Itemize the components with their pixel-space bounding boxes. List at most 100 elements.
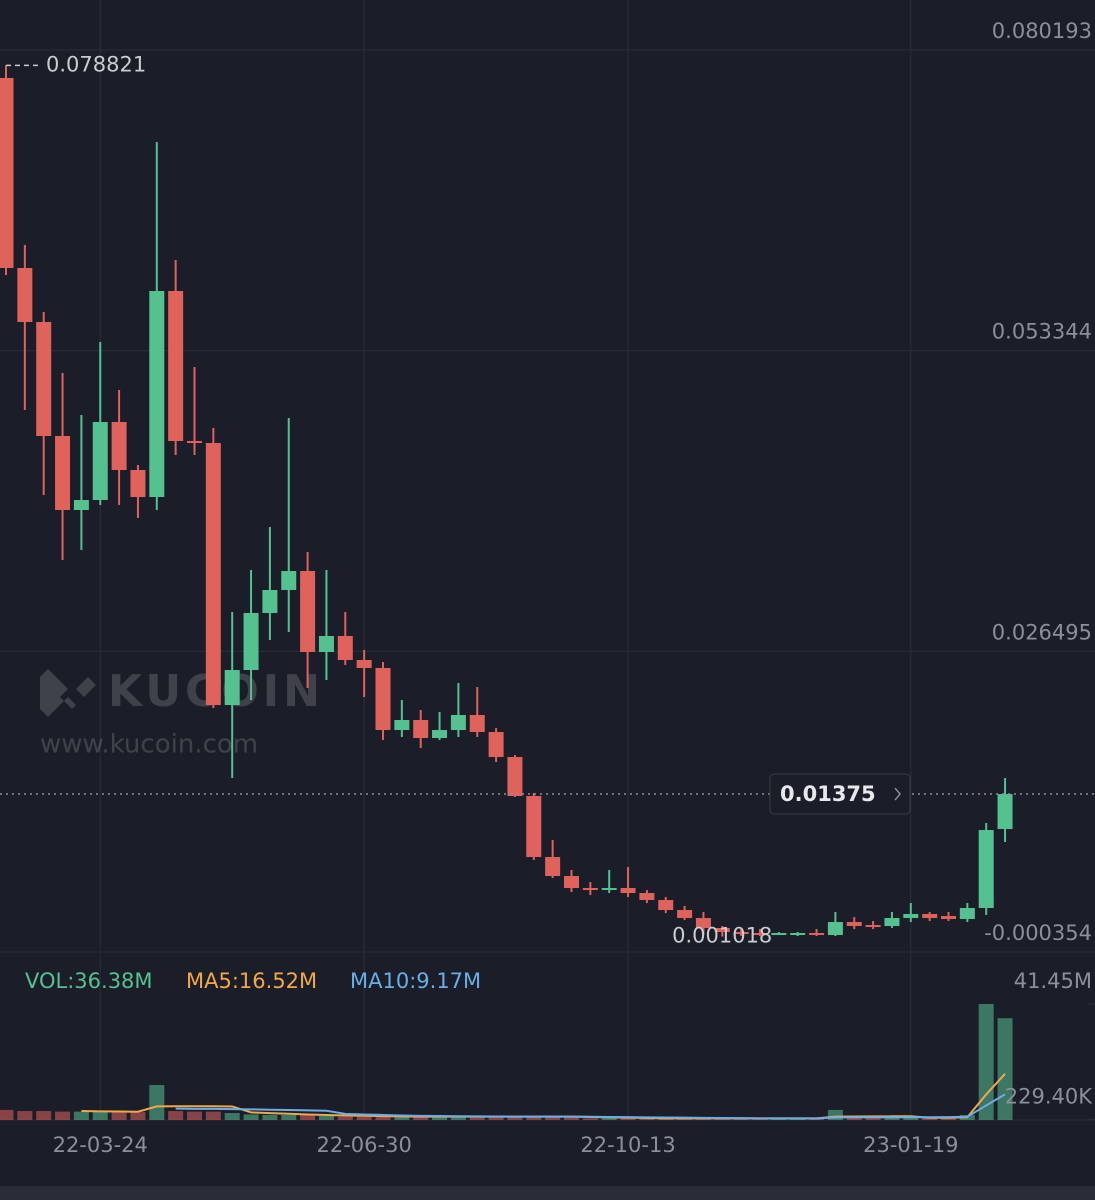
volume-bar xyxy=(526,1116,542,1120)
volume-bar xyxy=(55,1111,71,1120)
y-tick-label: -0.000354 xyxy=(984,921,1092,945)
legend-volume: VOL:36.38M xyxy=(25,969,153,993)
candle-body xyxy=(300,571,316,653)
x-tick-label: 22-06-30 xyxy=(316,1133,411,1157)
volume-bar xyxy=(262,1114,278,1120)
candle-body xyxy=(469,715,485,733)
volume-bar xyxy=(281,1114,297,1120)
volume-bar xyxy=(827,1109,843,1120)
candle-body xyxy=(545,857,561,877)
candle-body xyxy=(356,660,372,669)
candle-body xyxy=(620,888,636,894)
volume-bar xyxy=(413,1116,429,1120)
candle-body xyxy=(827,922,843,936)
candle-body xyxy=(281,571,297,591)
x-tick-label: 22-10-13 xyxy=(580,1133,675,1157)
volume-bar xyxy=(545,1116,561,1120)
volume-bar xyxy=(36,1111,52,1120)
candle-body xyxy=(507,757,523,797)
candle-body xyxy=(130,470,146,498)
volume-bar xyxy=(884,1117,900,1120)
volume-bar xyxy=(620,1118,636,1120)
candle-body xyxy=(582,888,598,891)
bottom-bar xyxy=(0,1186,1095,1200)
candle-body xyxy=(752,933,768,936)
candle-body xyxy=(865,925,881,928)
candle-body xyxy=(224,670,240,706)
candle-body xyxy=(55,436,71,511)
candle-body xyxy=(941,916,956,920)
y-tick-label: 0.026495 xyxy=(992,620,1092,644)
candle-body xyxy=(903,914,919,919)
candle-body xyxy=(695,918,711,929)
candle-body xyxy=(205,443,221,706)
volume-bar xyxy=(337,1116,353,1120)
candle-body xyxy=(394,720,410,731)
volume-bar xyxy=(205,1111,221,1120)
candle-body xyxy=(262,590,278,614)
volume-bar xyxy=(639,1118,655,1120)
volume-bar xyxy=(564,1116,579,1120)
candle-body xyxy=(111,422,127,471)
ma-line xyxy=(175,1093,1006,1120)
volume-bar xyxy=(224,1113,240,1120)
candle-body xyxy=(432,730,448,739)
volume-bar xyxy=(903,1117,919,1120)
last-price-chevron xyxy=(894,787,901,801)
candle-body xyxy=(884,918,900,927)
labels: 0.080193 0.053344 0.026495 -0.000354 22-03-2… xyxy=(0,19,1095,1157)
volume-bar xyxy=(846,1117,862,1120)
candle-body xyxy=(771,933,787,936)
candle-body xyxy=(0,77,14,269)
candle-body xyxy=(488,732,504,758)
volume-bar xyxy=(375,1116,391,1120)
volume-bar xyxy=(130,1112,146,1120)
volume-bar xyxy=(941,1117,956,1120)
volume-bar xyxy=(488,1116,504,1120)
candle-body xyxy=(601,888,617,891)
candle-body xyxy=(375,668,391,731)
volume-bar xyxy=(73,1111,89,1120)
volume-bar xyxy=(922,1117,938,1120)
candle-body xyxy=(413,720,429,739)
candle-body xyxy=(318,636,334,653)
volume-pane xyxy=(0,1003,1095,1120)
watermark-url: www.kucoin.com xyxy=(40,730,258,760)
y-tick-label: 41.45M xyxy=(1014,969,1092,993)
candles xyxy=(0,65,1013,937)
volume-bar xyxy=(394,1116,410,1120)
candle-body xyxy=(73,500,89,511)
candle-body xyxy=(149,291,165,498)
candle-body xyxy=(17,268,33,323)
volume-bar xyxy=(168,1111,184,1120)
volume-bar xyxy=(0,1109,14,1120)
candle-body xyxy=(658,900,674,911)
high-marker-label: 0.078821 xyxy=(46,52,146,76)
candle-body xyxy=(714,928,730,933)
last-price-box xyxy=(769,773,911,815)
volume-bar xyxy=(149,1085,165,1120)
volume-bar xyxy=(432,1116,448,1120)
candle-body xyxy=(450,715,466,731)
volume-bar xyxy=(507,1116,523,1120)
candle-body xyxy=(959,908,975,920)
watermark-logo xyxy=(40,669,96,717)
low-marker-label: 0.001018 xyxy=(672,924,772,948)
volume-bar xyxy=(997,1018,1013,1120)
candle-body xyxy=(809,933,825,936)
last-price-label: 0.01375 xyxy=(780,782,876,806)
volume-bar xyxy=(187,1111,202,1120)
volume-bar xyxy=(582,1118,598,1120)
candle-body xyxy=(187,441,202,444)
volume-bar xyxy=(356,1116,372,1120)
candle-body xyxy=(337,636,353,661)
y-tick-label: 0.053344 xyxy=(992,320,1092,344)
volume-bar xyxy=(111,1111,127,1120)
candle-body xyxy=(639,893,655,901)
candle-body xyxy=(168,291,184,442)
candle-body xyxy=(733,932,749,935)
candle-body xyxy=(846,922,862,927)
candle-body xyxy=(243,613,259,671)
